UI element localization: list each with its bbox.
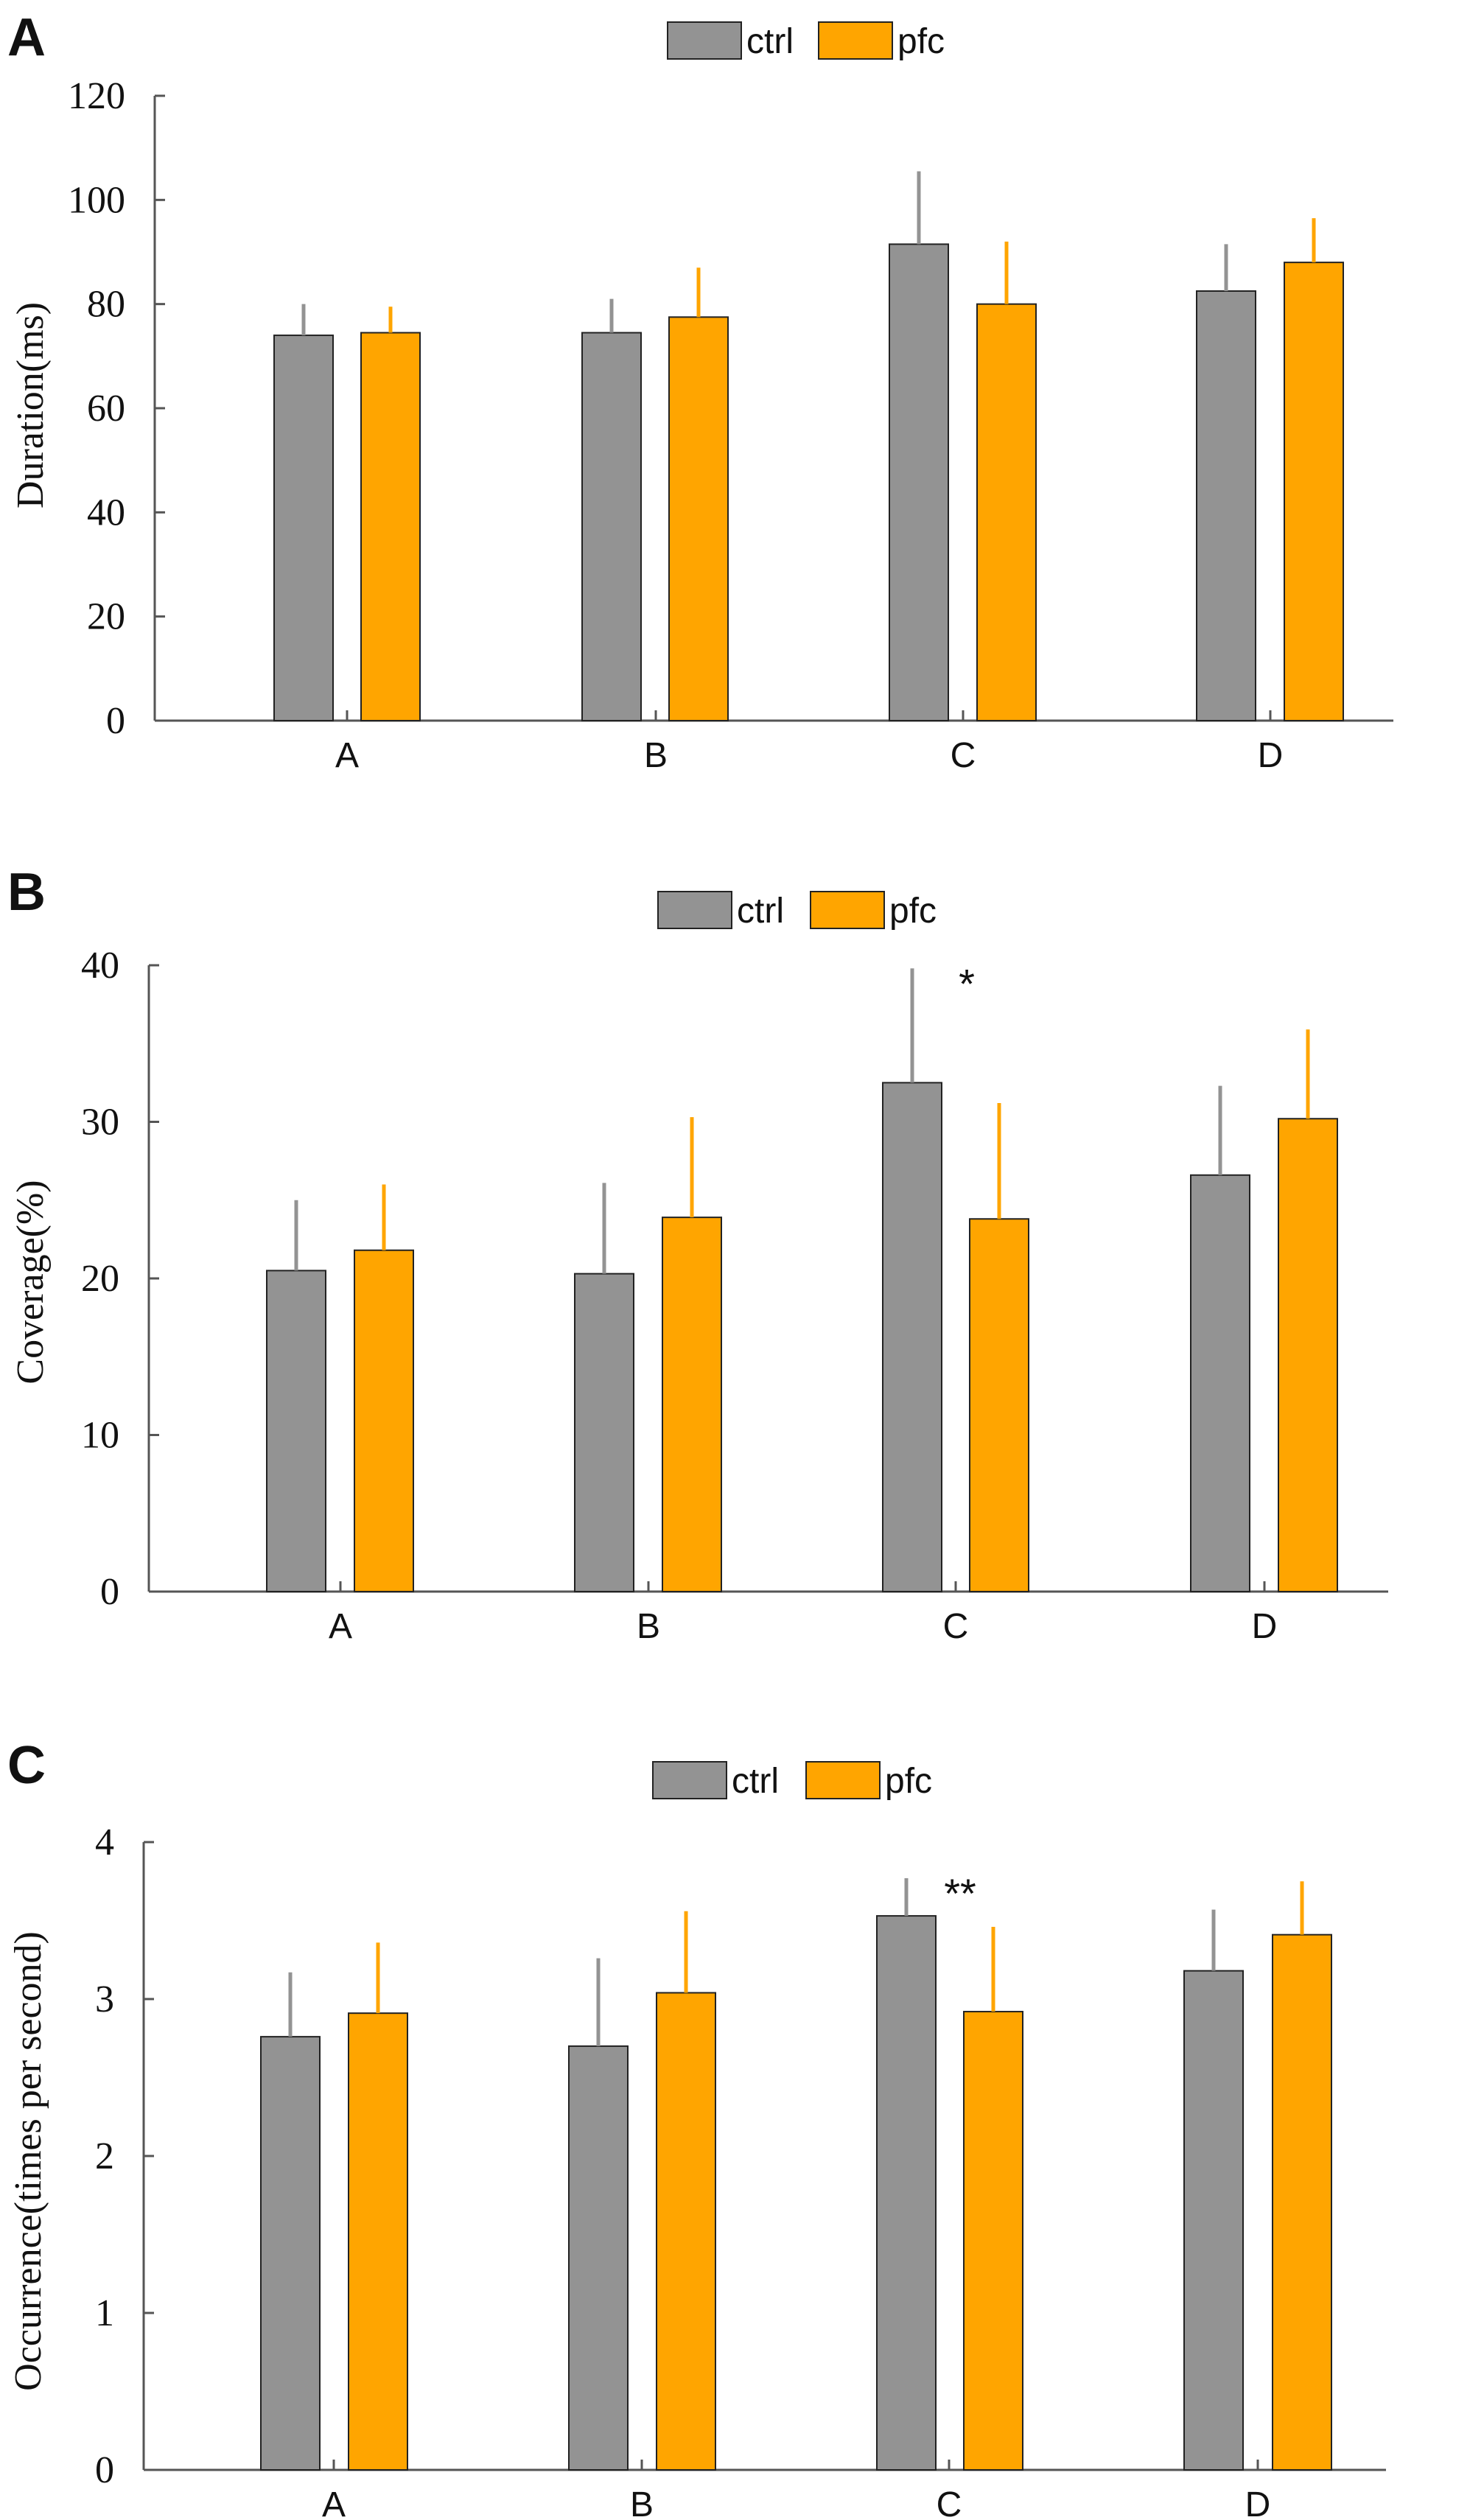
x-tick-label: D	[1258, 736, 1284, 775]
y-tick-label: 4	[95, 1821, 114, 1863]
significance-marker: *	[959, 960, 975, 1007]
y-tick-label: 2	[95, 2135, 114, 2177]
y-axis-label: Occurrence(times per second)	[7, 1931, 49, 2391]
legend-c: ctrl pfc	[652, 1761, 932, 1801]
bar-pfc-a	[360, 332, 421, 721]
x-tick-label: A	[335, 736, 359, 775]
x-tick-label: C	[937, 2485, 962, 2520]
bar-ctrl-c	[882, 1082, 942, 1592]
bar-pfc-a	[354, 1249, 414, 1592]
y-tick-label: 10	[81, 1415, 119, 1457]
legend-a: ctrl pfc	[667, 21, 945, 61]
y-tick-label: 80	[87, 284, 125, 326]
x-tick-label: C	[951, 736, 976, 775]
bar-pfc-d	[1272, 1933, 1332, 2471]
bar-ctrl-a	[260, 2036, 321, 2471]
bar-pfc-c	[976, 303, 1037, 721]
y-tick-label: 20	[81, 1258, 119, 1300]
y-tick-label: 3	[95, 1978, 114, 2020]
x-tick-label: B	[637, 1607, 660, 1646]
legend-label-ctrl: ctrl	[732, 1762, 779, 1801]
y-axis-label: Coverage(%)	[10, 1180, 52, 1384]
legend-swatch-ctrl	[652, 1761, 727, 1799]
y-tick-label: 20	[87, 596, 125, 638]
y-tick-label: 100	[68, 179, 125, 221]
bar-pfc-b	[668, 316, 729, 722]
y-tick-label: 120	[68, 75, 125, 117]
y-tick-label: 40	[87, 491, 125, 533]
x-tick-label: C	[943, 1607, 969, 1646]
bar-ctrl-d	[1183, 1970, 1244, 2471]
bar-ctrl-b	[568, 2045, 629, 2471]
bar-ctrl-b	[581, 332, 642, 721]
panel-label-a: A	[7, 8, 46, 67]
bar-pfc-c	[963, 2011, 1023, 2471]
legend-swatch-pfc	[810, 891, 885, 929]
bar-pfc-b	[662, 1217, 722, 1592]
x-tick-label: D	[1245, 2485, 1271, 2520]
chart-panel-c: C ctrl pfc Occurrence(times per second) …	[7, 1736, 1386, 2520]
bar-ctrl-a	[266, 1270, 326, 1592]
bar-ctrl-c	[889, 243, 949, 721]
legend-label-ctrl: ctrl	[746, 22, 794, 61]
y-tick-label: 40	[81, 945, 119, 987]
legend-label-pfc: pfc	[897, 22, 945, 61]
legend-label-pfc: pfc	[889, 892, 937, 931]
y-tick-label: 60	[87, 388, 125, 430]
bar-pfc-d	[1278, 1118, 1338, 1592]
legend-swatch-pfc	[818, 21, 893, 60]
x-tick-label: A	[329, 1607, 352, 1646]
legend-swatch-pfc	[805, 1761, 881, 1799]
bar-ctrl-d	[1190, 1174, 1250, 1592]
legend-b: ctrl pfc	[657, 891, 937, 931]
chart-panel-b: B ctrl pfc Coverage(%) 0 10 20 30 40 A B C D *	[7, 863, 1388, 1646]
x-tick-label: B	[644, 736, 668, 775]
y-tick-label: 0	[95, 2449, 114, 2491]
bar-pfc-d	[1284, 262, 1344, 721]
bar-ctrl-a	[273, 335, 334, 722]
legend-label-pfc: pfc	[885, 1762, 932, 1801]
y-tick-label: 0	[100, 1571, 119, 1613]
y-tick-label: 0	[106, 700, 125, 742]
x-tick-label: D	[1252, 1607, 1278, 1646]
bar-pfc-c	[969, 1218, 1029, 1592]
panel-label-c: C	[7, 1736, 46, 1795]
legend-swatch-ctrl	[657, 891, 732, 929]
bar-ctrl-b	[574, 1273, 634, 1592]
panel-label-b: B	[7, 863, 46, 922]
y-axis-label: Duration(ms)	[10, 302, 52, 508]
y-tick-label: 30	[81, 1102, 119, 1144]
y-tick-label: 1	[95, 2292, 114, 2334]
x-tick-label: B	[630, 2485, 654, 2520]
x-tick-label: A	[322, 2485, 346, 2520]
legend-swatch-ctrl	[667, 21, 742, 60]
legend-label-ctrl: ctrl	[737, 892, 784, 931]
bar-ctrl-d	[1196, 290, 1256, 721]
chart-panel-a: A ctrl pfc Duration(ms) 0 20 40 60 80 100 120 A…	[7, 8, 1393, 775]
bar-pfc-b	[656, 1992, 716, 2471]
bar-pfc-a	[348, 2012, 408, 2471]
significance-marker: **	[944, 1870, 976, 1917]
bar-ctrl-c	[876, 1915, 937, 2471]
